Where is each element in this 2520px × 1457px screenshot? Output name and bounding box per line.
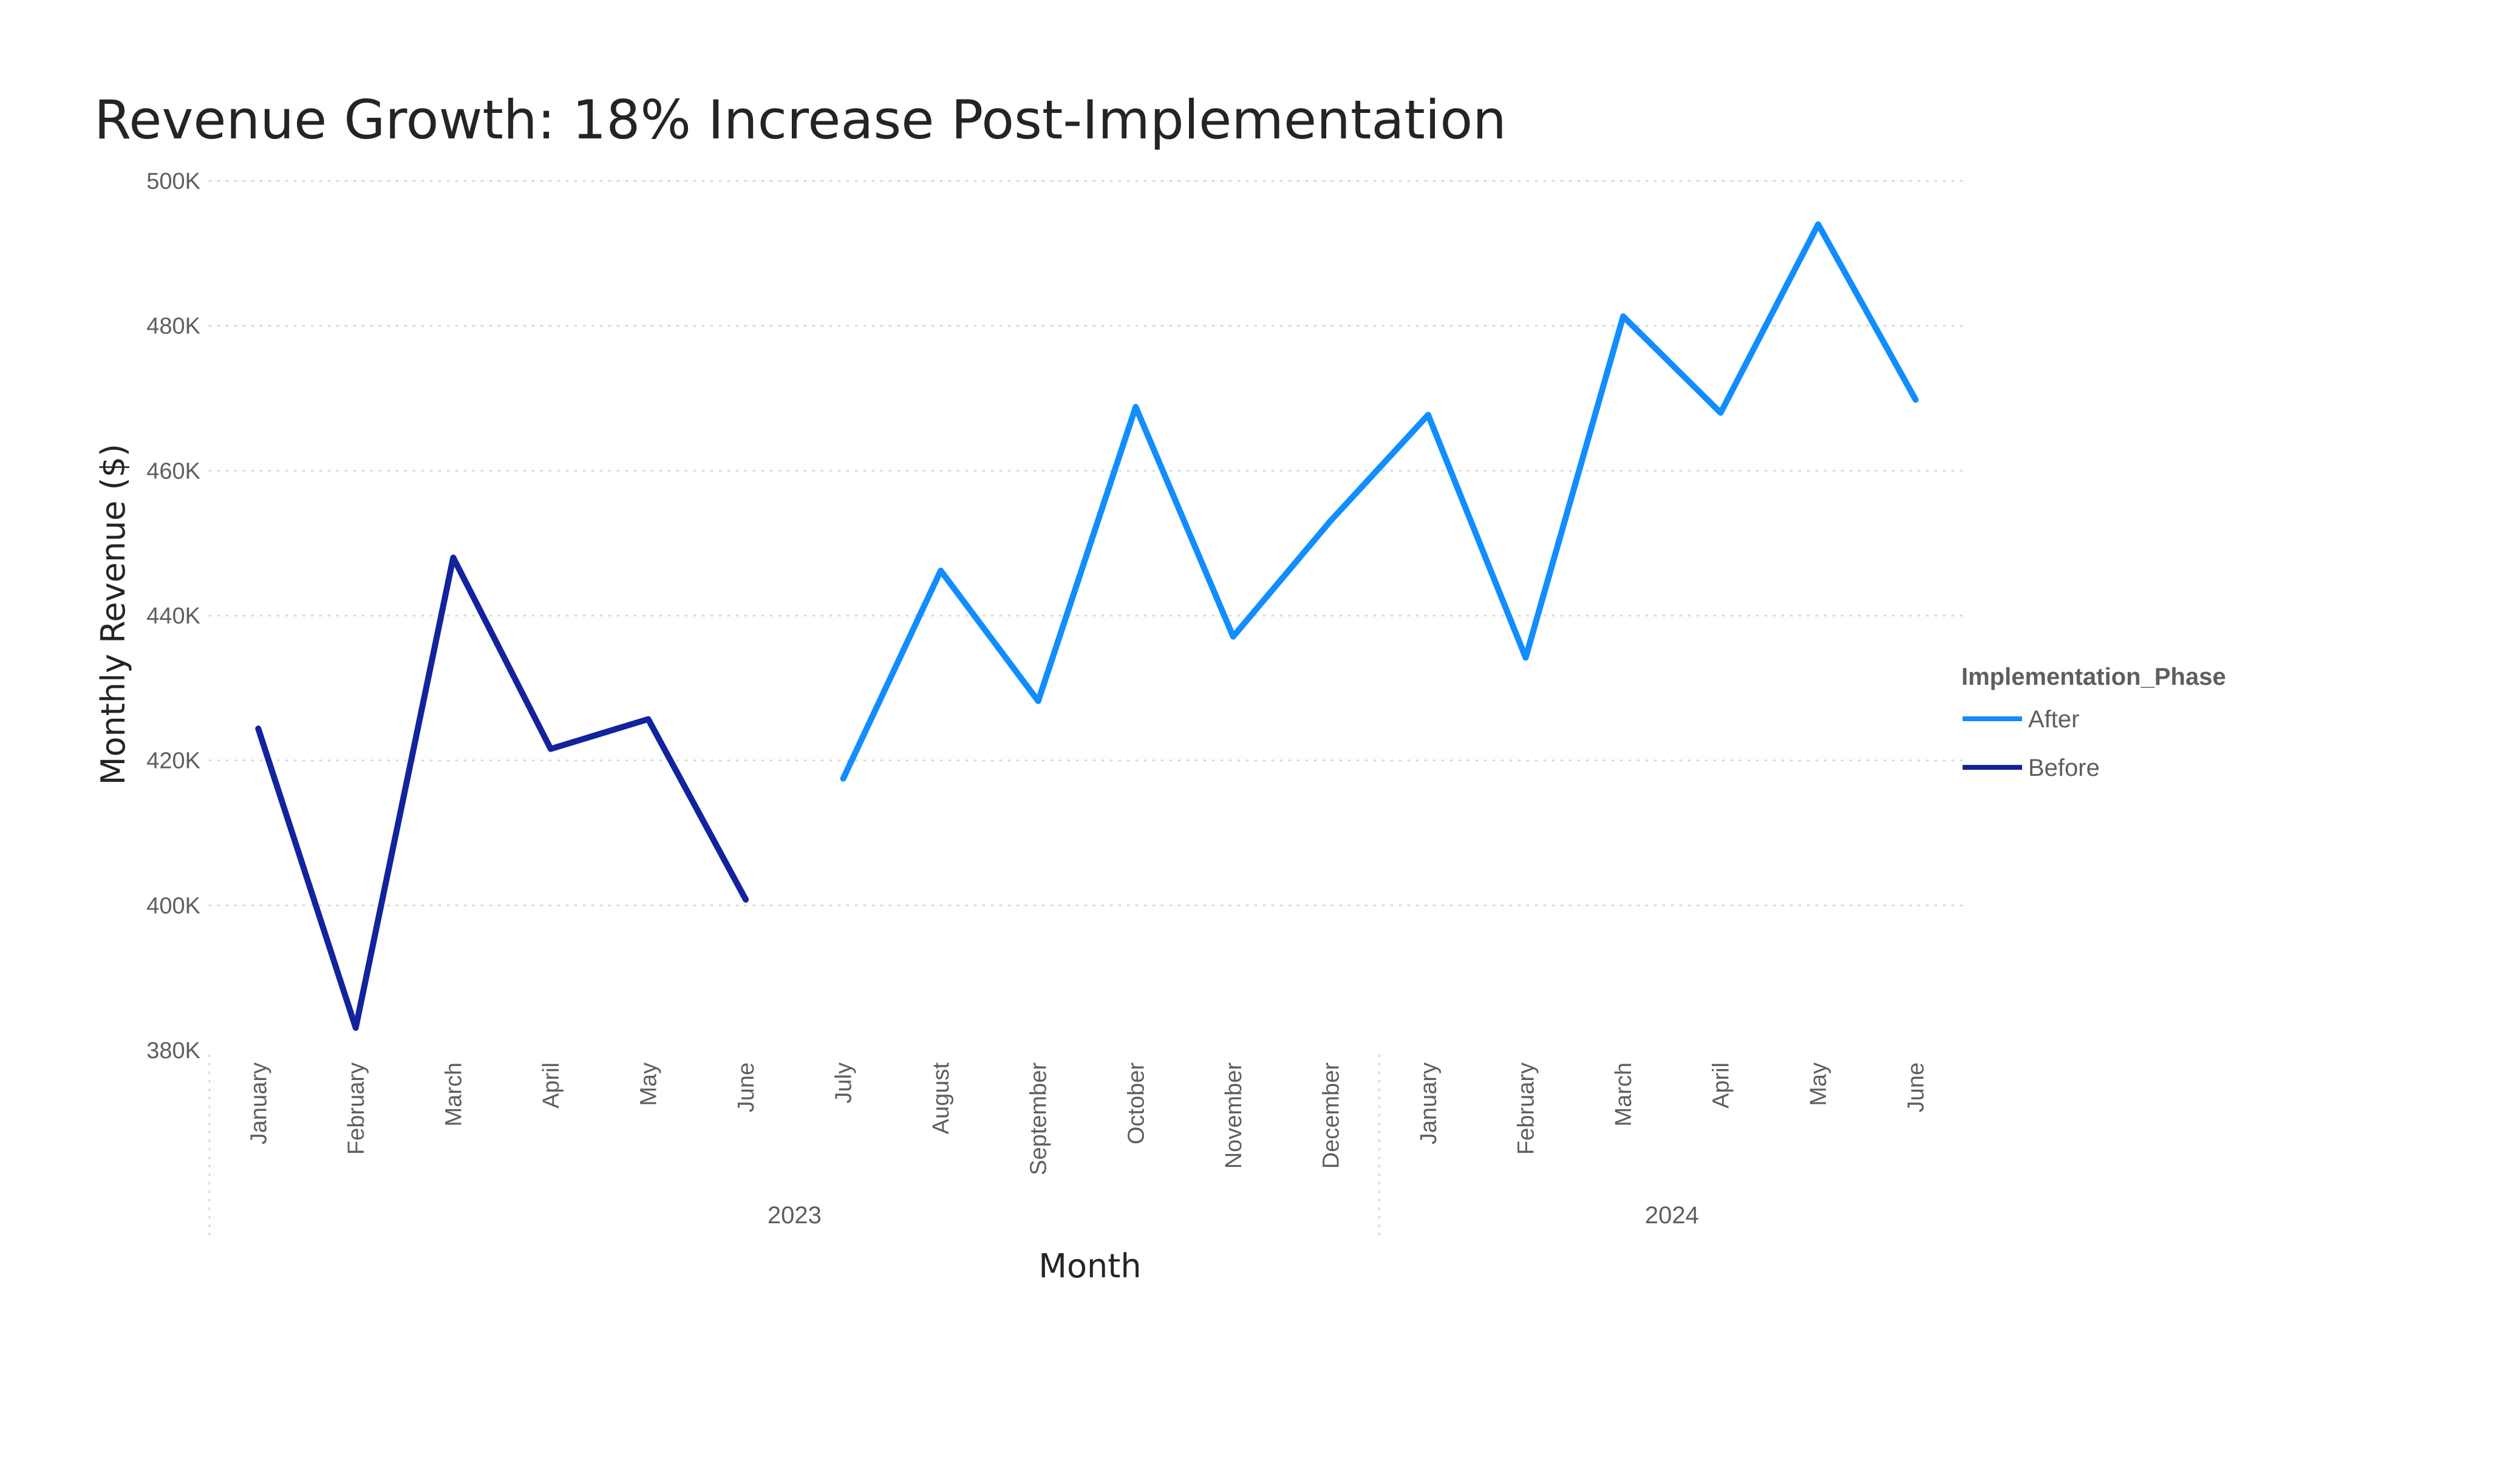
x-tick-label: December (1318, 1062, 1344, 1169)
x-tick-label: February (344, 1062, 369, 1155)
x-axis-title: Month (1038, 1247, 1141, 1285)
y-tick-label: 400K (146, 893, 200, 919)
year-label-2023: 2023 (768, 1202, 822, 1229)
x-tick-label: September (1026, 1062, 1052, 1175)
x-tick-label: March (441, 1062, 466, 1127)
x-axis-ticks: January February March April May June July Augu… (246, 1062, 1929, 1175)
series-lines (255, 221, 1919, 1031)
x-tick-label: January (1416, 1062, 1442, 1144)
year-label-2024: 2024 (1645, 1202, 1699, 1229)
legend: Implementation_Phase After Before (1961, 664, 2226, 781)
x-tick-label: August (928, 1062, 954, 1135)
x-tick-label: May (636, 1062, 662, 1106)
y-tick-label: 480K (146, 314, 200, 339)
y-tick-label: 440K (146, 603, 200, 629)
x-tick-label: April (1709, 1062, 1734, 1109)
x-tick-label: January (246, 1062, 271, 1144)
y-tick-label: 420K (146, 749, 200, 774)
x-tick-label: February (1514, 1062, 1539, 1155)
x-tick-label: May (1806, 1062, 1831, 1106)
y-tick-label: 500K (146, 169, 200, 194)
x-tick-label: March (1611, 1062, 1636, 1127)
y-axis-title: Monthly Revenue ($) (94, 444, 132, 785)
y-tick-label: 460K (146, 458, 200, 484)
x-tick-label: November (1221, 1062, 1247, 1169)
chart-title: Revenue Growth: 18% Increase Post-Implem… (94, 89, 1507, 151)
x-tick-label: June (734, 1062, 759, 1112)
y-axis-ticks: 380K 400K 420K 440K 460K 480K 500K (146, 169, 200, 1064)
x-tick-label: June (1904, 1062, 1929, 1112)
legend-title: Implementation_Phase (1961, 664, 2226, 690)
legend-label-before: Before (2028, 755, 2100, 781)
x-axis-year-groups: 2023 2024 (208, 1054, 1699, 1240)
gridlines (208, 180, 1966, 906)
series-line-after (840, 221, 1919, 782)
x-tick-label: April (539, 1062, 564, 1109)
x-tick-label: October (1123, 1062, 1149, 1145)
x-tick-label: July (831, 1062, 857, 1104)
y-tick-label: 380K (146, 1038, 200, 1064)
legend-label-after: After (2028, 706, 2079, 733)
series-line-before (255, 554, 749, 1031)
